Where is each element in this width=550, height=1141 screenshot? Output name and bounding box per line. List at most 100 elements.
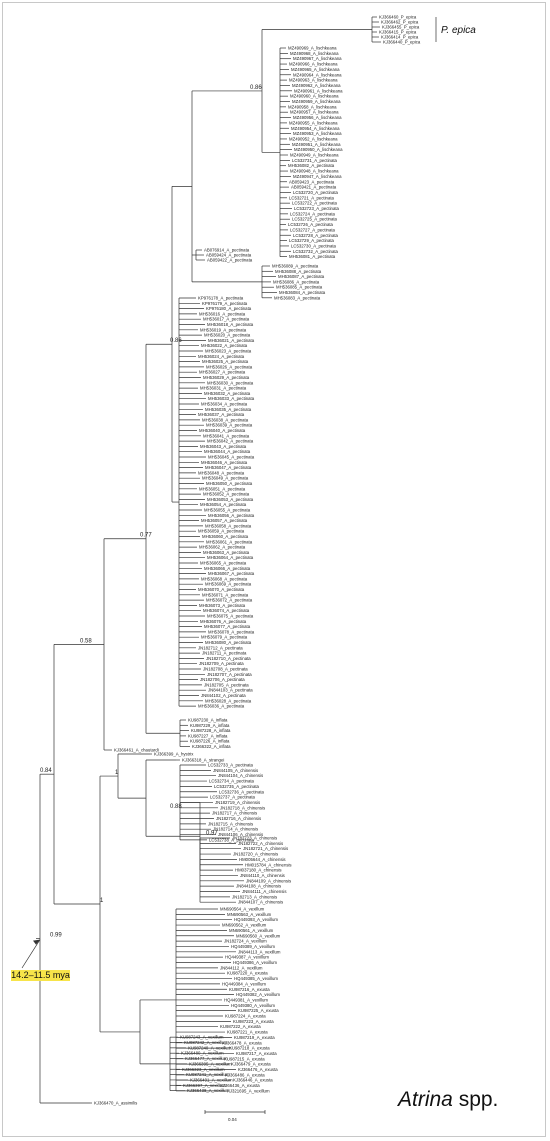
taxon-label: KJ366455_P_epica — [382, 25, 420, 30]
taxon-label: MH536016_A_pectinata — [199, 311, 246, 316]
taxon-label: KJ321695_A_vexillum — [227, 1088, 270, 1093]
taxon-label: LC532734_A_pectinata — [209, 779, 255, 784]
taxon-label: MH536058_A_pectinata — [205, 523, 252, 528]
taxon-label: JN182719_A_chinensis — [215, 800, 260, 805]
taxon-label: KU987218_A_exusta — [229, 1046, 270, 1051]
taxon-label: HQ449389_A_vexillum — [231, 944, 275, 949]
taxon-label: MH536075_A_pectinata — [207, 614, 254, 619]
scale-bar-label: 0.04 — [228, 1117, 237, 1122]
taxon-label: KJ366446_A_exusta — [233, 1078, 273, 1083]
taxon-label: KU987242_A_vexillum — [184, 1040, 228, 1045]
taxon-label: JN182707_A_pectinata — [207, 672, 252, 677]
taxon-label: MZ490957_A_lischkeana — [290, 110, 339, 115]
taxon-label: MH536079_A_pectinata — [201, 635, 248, 640]
taxon-label: MH536063_A_pectinata — [203, 550, 250, 555]
taxon-label: KJ366395_A_vexillum — [189, 1061, 232, 1066]
taxon-label: LC532736_A_pectinata — [219, 789, 265, 794]
taxon-label: KU987220_A_exusta — [227, 971, 268, 976]
taxon-label: MZ490962_A_lischkeana — [292, 83, 341, 88]
taxon-label: MZ490963_A_lischkeana — [289, 78, 338, 83]
date-annotation: 14.2–11.5 mya — [11, 970, 70, 981]
taxon-label: JN844104_A_chinensis — [218, 773, 263, 778]
genus-label-rest: spp. — [452, 1088, 499, 1111]
taxon-label: MH536019_A_pectinata — [200, 327, 247, 332]
taxon-label: HQ449381_A_vexillum — [224, 997, 268, 1002]
taxon-label: MZ490965_A_lischkeana — [291, 67, 340, 72]
taxon-label: MN690560_A_vexillum — [236, 933, 281, 938]
date-arrow-shaft — [21, 939, 41, 969]
taxon-label: HM037180_A_chinensis — [235, 868, 282, 873]
taxon-label: KJ366438_A_vexillum — [187, 1088, 230, 1093]
taxon-label: MH536073_A_pectinata — [199, 603, 246, 608]
taxon-label: KU987221_A_exusta — [227, 1030, 268, 1035]
taxon-label: MH536059_A_pectinata — [198, 529, 245, 534]
taxon-label: KJ366470_A_assimilis — [94, 1101, 137, 1106]
taxon-label: KJ366440_P_epica — [383, 40, 421, 45]
taxon-label: KJ366460_P_epica — [379, 15, 417, 20]
taxon-label: HQ449386_A_vexillum — [233, 960, 277, 965]
taxon-label: MZ490966_A_lischkeana — [289, 62, 338, 67]
taxon-label: HQ449385_A_vexillum — [234, 976, 278, 981]
taxon-label: LC532724_A_pectinata — [290, 211, 336, 216]
taxon-label: KJ366491_A_vexillum — [190, 1077, 233, 1082]
date-arrow-head — [33, 939, 40, 945]
taxon-label: LC532725_A_pectinata — [292, 217, 338, 222]
taxon-label: JN182716_A_chinensis — [216, 816, 261, 821]
taxon-label: MZ490956_A_lischkeana — [293, 115, 342, 120]
taxon-label: KJ366436_A_exusta — [220, 1083, 260, 1088]
taxon-label: KU987223_A_exusta — [233, 1019, 274, 1024]
taxon-label: LC532731_A_pectinata — [292, 158, 338, 163]
taxon-label: JN182709_A_pectinata — [199, 661, 244, 666]
taxon-label: MZ490955_A_lischkeana — [289, 120, 338, 125]
taxon-label: HQ449382_A_vexillum — [236, 992, 280, 997]
taxon-label: MH536071_A_pectinata — [202, 592, 249, 597]
taxon-label: MN690563_A_vexillum — [227, 912, 272, 917]
taxon-label: KU987219_A_exusta — [234, 1035, 275, 1040]
taxon-label: KJ366399_A_hystrix — [154, 752, 194, 757]
taxon-label: LC532735_A_pectinata — [214, 784, 260, 789]
taxon-label: JN182708_A_pectinata — [203, 667, 248, 672]
taxon-label: MH536037_A_pectinata — [198, 412, 245, 417]
taxon-label: JN182724_A_vexillum — [224, 939, 267, 944]
taxon-label: MZ490947_A_lischkeana — [293, 174, 342, 179]
support-value: 1 — [115, 770, 119, 776]
taxon-label: MZ490959_A_lischkeana — [292, 99, 341, 104]
taxon-label: MH536031_A_pectinata — [200, 386, 247, 391]
taxon-label: LC532730_A_pectinata — [291, 243, 337, 248]
taxon-label: MH536046_A_pectinata — [201, 460, 248, 465]
taxon-label: JN844103_A_pectinata — [208, 688, 253, 693]
taxon-label: KU987215_A_exusta — [224, 1056, 265, 1061]
taxon-label: HQ449384_A_vexillum — [222, 981, 266, 986]
taxon-label: MH536040_A_pectinata — [199, 428, 246, 433]
taxon-label: KU987227_A_inflata — [188, 733, 228, 738]
taxon-label: MN690561_A_vexillum — [229, 928, 274, 933]
taxon-label: MH536042_A_pectinata — [207, 439, 254, 444]
taxon-label: KU987217_A_exusta — [236, 1051, 277, 1056]
taxon-label: MH536057_A_pectinata — [201, 518, 248, 523]
taxon-label: HQ449380_A_vexillum — [231, 1003, 275, 1008]
taxon-label: KU987243_A_vexillum — [180, 1035, 224, 1040]
taxon-label: KU987222_A_exusta — [220, 1024, 261, 1029]
taxon-label: MH536086_A_pectinata — [273, 279, 320, 284]
taxon-label: MH536024_A_pectinata — [198, 354, 245, 359]
taxon-label: MH536039_A_pectinata — [206, 423, 253, 428]
taxon-label: MH536028_A_pectinata — [205, 698, 252, 703]
taxon-label: JN844102_A_pectinata — [201, 693, 246, 698]
taxon-label: KU987228_A_inflata — [191, 728, 231, 733]
taxon-label: MH536053_A_pectinata — [207, 497, 254, 502]
taxon-label: LC532722_A_pectinata — [292, 201, 338, 206]
taxon-label: MH536048_A_pectinata — [198, 470, 245, 475]
taxon-label: MH536068_A_pectinata — [201, 576, 248, 581]
taxon-label: JN844111_A_chinensis — [242, 889, 287, 894]
support-value: 0.97 — [206, 830, 218, 836]
taxon-label: MH536022_A_pectinata — [201, 343, 248, 348]
taxon-label: MH536067_A_pectinata — [208, 571, 255, 576]
taxon-label: LC532737_A_pectinata — [210, 795, 256, 800]
taxon-label: KJ366480_A_vexillum — [181, 1051, 224, 1056]
taxon-label: MH536082_A_pectinata — [288, 163, 335, 168]
taxon-label: LC532720_A_pectinata — [293, 190, 339, 195]
taxon-label: MZ490960_A_lischkeana — [290, 94, 339, 99]
taxon-label: MH536062_A_pectinata — [199, 545, 246, 550]
taxon-label: MH536087_A_pectinata — [278, 274, 325, 279]
